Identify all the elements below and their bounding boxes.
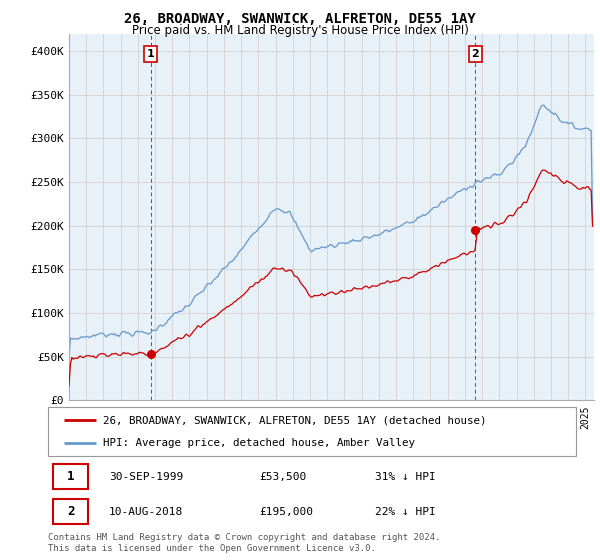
- Text: 26, BROADWAY, SWANWICK, ALFRETON, DE55 1AY (detached house): 26, BROADWAY, SWANWICK, ALFRETON, DE55 1…: [103, 416, 487, 426]
- Text: 22% ↓ HPI: 22% ↓ HPI: [376, 507, 436, 517]
- FancyBboxPatch shape: [53, 499, 88, 524]
- Text: 1: 1: [67, 470, 74, 483]
- Text: £195,000: £195,000: [259, 507, 313, 517]
- Text: Price paid vs. HM Land Registry's House Price Index (HPI): Price paid vs. HM Land Registry's House …: [131, 24, 469, 37]
- Text: 2: 2: [472, 49, 479, 59]
- Text: 31% ↓ HPI: 31% ↓ HPI: [376, 472, 436, 482]
- Text: 10-AUG-2018: 10-AUG-2018: [109, 507, 183, 517]
- Text: HPI: Average price, detached house, Amber Valley: HPI: Average price, detached house, Ambe…: [103, 438, 415, 448]
- Text: Contains HM Land Registry data © Crown copyright and database right 2024.
This d: Contains HM Land Registry data © Crown c…: [48, 533, 440, 553]
- Text: 30-SEP-1999: 30-SEP-1999: [109, 472, 183, 482]
- Text: £53,500: £53,500: [259, 472, 307, 482]
- Text: 2: 2: [67, 505, 74, 518]
- Text: 26, BROADWAY, SWANWICK, ALFRETON, DE55 1AY: 26, BROADWAY, SWANWICK, ALFRETON, DE55 1…: [124, 12, 476, 26]
- FancyBboxPatch shape: [48, 407, 576, 456]
- FancyBboxPatch shape: [53, 464, 88, 489]
- Text: 1: 1: [147, 49, 155, 59]
